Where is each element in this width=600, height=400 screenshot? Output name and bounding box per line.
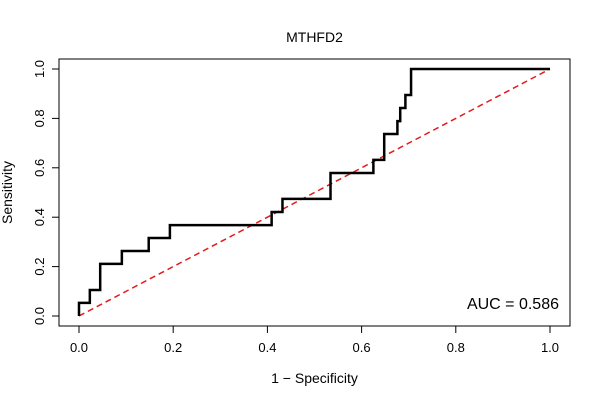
roc-curve: [77, 67, 550, 316]
x-tick-label: 0.6: [353, 340, 371, 355]
y-tick-label: 0.6: [32, 159, 47, 177]
auc-annotation: AUC = 0.586: [467, 296, 559, 313]
x-tick-label: 0.8: [447, 340, 465, 355]
y-tick-label: 0.0: [32, 307, 47, 325]
chart-title: MTHFD2: [286, 29, 343, 45]
x-tick-label: 0.2: [164, 340, 182, 355]
x-axis-label: 1 − Specificity: [271, 370, 358, 386]
series-layer: [77, 67, 551, 317]
y-tick-label: 0.8: [32, 109, 47, 127]
y-axis: 0.0 0.2 0.4 0.6 0.8 1.0: [32, 60, 60, 325]
x-tick-label: 0.4: [258, 340, 276, 355]
x-axis: 0.0 0.2 0.4 0.6 0.8 1.0: [70, 325, 559, 355]
y-tick-label: 0.2: [32, 258, 47, 276]
y-tick-label: 1.0: [32, 60, 47, 78]
chance-line: [78, 68, 551, 317]
y-tick-label: 0.4: [32, 208, 47, 226]
y-axis-label: Sensitivity: [0, 161, 15, 224]
x-tick-label: 1.0: [541, 340, 559, 355]
x-tick-label: 0.0: [70, 340, 88, 355]
